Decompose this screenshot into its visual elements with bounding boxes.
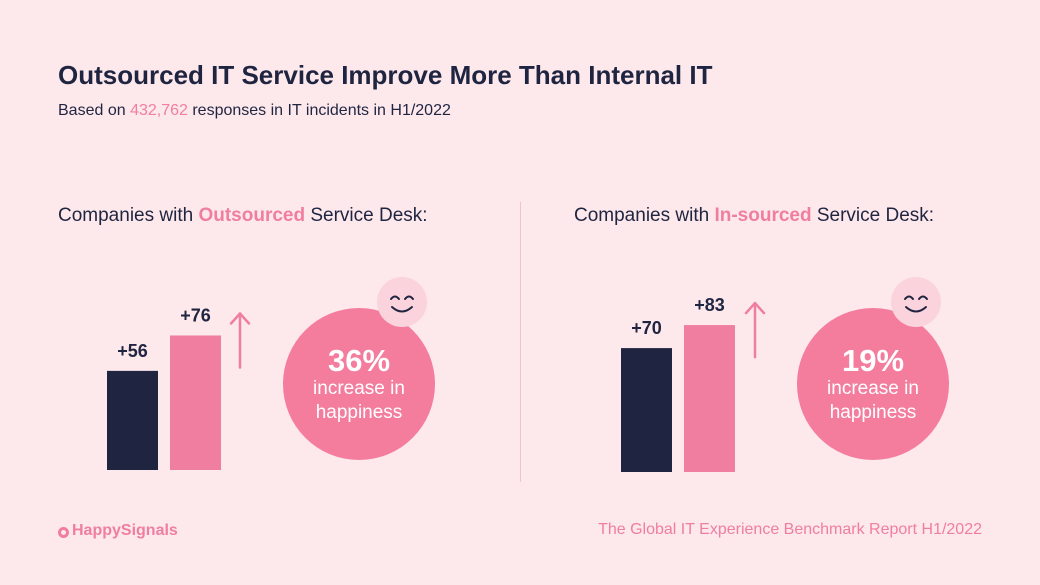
smiley-mouth <box>391 306 413 313</box>
heading-suffix: Service Desk: <box>305 205 428 226</box>
subtitle-prefix: Based on <box>58 102 131 119</box>
bar-value-label: +70 <box>631 318 662 338</box>
smiley-icon <box>891 277 941 327</box>
heading-highlight: In-sourced <box>714 205 812 226</box>
bar <box>107 370 158 470</box>
happiness-caption-line1: increase in <box>313 378 405 399</box>
happiness-circle <box>283 308 435 460</box>
happysignals-logo: HappySignals <box>58 522 178 540</box>
smiley-left-eye <box>390 295 400 300</box>
up-arrow-head <box>229 312 251 325</box>
response-count: 432,762 <box>130 102 188 119</box>
happysignals-logo-icon <box>58 526 69 538</box>
smiley-right-eye <box>918 295 928 300</box>
insourced-heading: Companies with In-sourced Service Desk: <box>574 205 934 227</box>
smiley-mouth <box>905 306 927 313</box>
bar-value-label: +83 <box>694 295 725 315</box>
bar <box>170 335 221 470</box>
up-arrow-head <box>744 301 766 315</box>
panel-divider <box>520 202 521 482</box>
subtitle-suffix: responses in IT incidents in H1/2022 <box>187 102 451 119</box>
outsourced-heading: Companies with Outsourced Service Desk: <box>58 205 428 227</box>
happiness-circle <box>797 308 949 460</box>
heading-prefix: Companies with <box>58 205 199 226</box>
smiley-right-eye <box>404 295 414 300</box>
happiness-caption-line2: happiness <box>316 402 403 423</box>
happiness-caption-line2: happiness <box>830 402 917 423</box>
bar-value-label: +76 <box>180 305 211 325</box>
smiley-icon <box>377 277 427 327</box>
report-name: The Global IT Experience Benchmark Repor… <box>598 521 982 538</box>
heading-highlight: Outsourced <box>198 205 306 226</box>
heading-suffix: Service Desk: <box>811 205 935 226</box>
happiness-percent: 19% <box>842 343 904 378</box>
bar-value-label: +56 <box>117 341 148 361</box>
brand-name: HappySignals <box>72 522 178 539</box>
heading-prefix: Companies with <box>574 205 715 226</box>
happiness-percent: 36% <box>328 343 390 378</box>
happiness-caption-line1: increase in <box>827 378 919 399</box>
smiley-left-eye <box>904 295 914 300</box>
page-title: Outsourced IT Service Improve More Than … <box>58 60 713 90</box>
bar <box>684 325 735 472</box>
page-subtitle: Based on 432,762 responses in IT inciden… <box>58 102 451 120</box>
bar <box>621 348 672 472</box>
